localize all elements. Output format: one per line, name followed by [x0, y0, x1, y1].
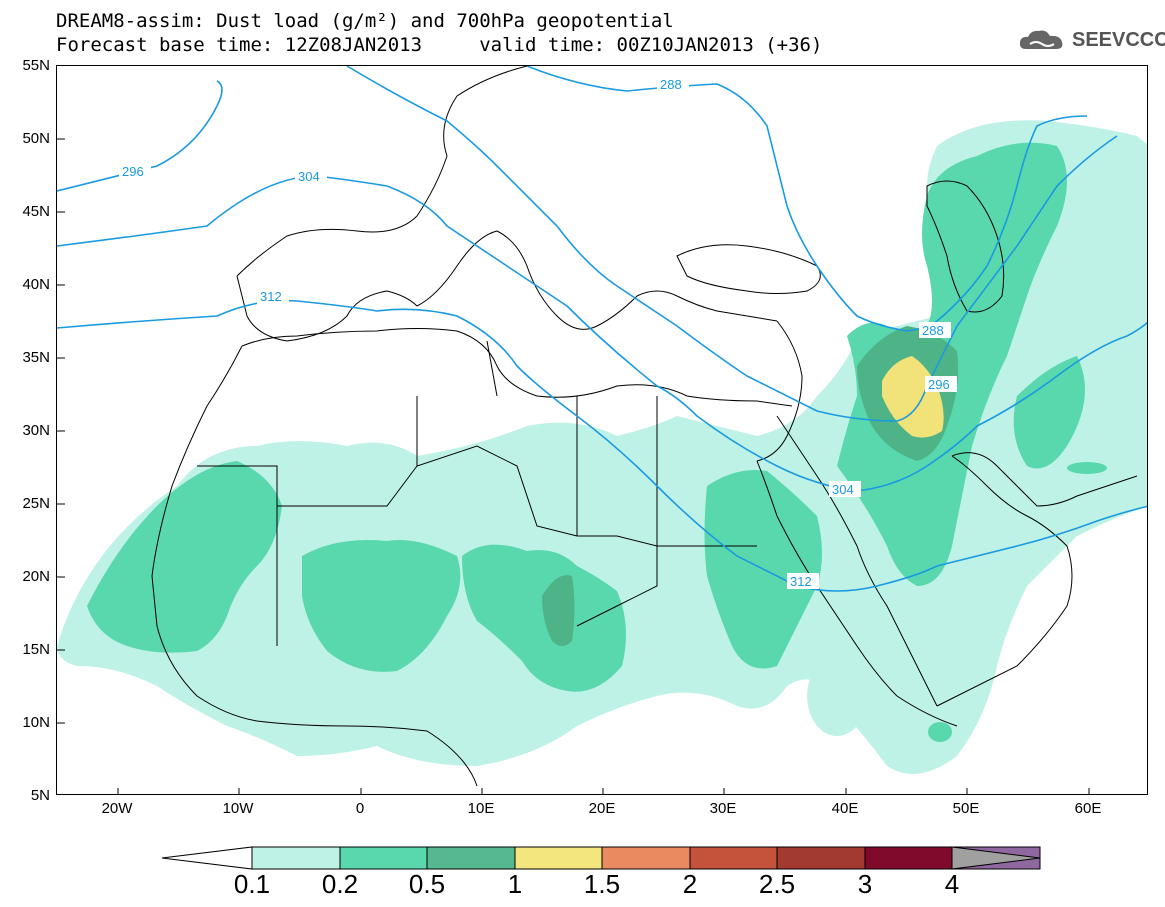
lon-label: 40E: [831, 800, 859, 817]
lon-label: 10W: [222, 800, 254, 817]
colorbar-label: 4: [944, 869, 960, 899]
contour-labels: 288 296 304 312 288 296 304 312: [119, 76, 957, 589]
colorbar-swatch: [689, 846, 778, 870]
lat-label: 50N: [22, 130, 50, 147]
colorbar-label: 2.5: [758, 869, 796, 899]
colorbar-swatch: [339, 846, 428, 870]
geopotential-contours: [57, 66, 1147, 592]
contour-label: 312: [790, 574, 812, 589]
contour-label: 304: [298, 169, 320, 184]
contour-label: 288: [922, 323, 944, 338]
colorbar-swatch: [776, 846, 866, 870]
cloud-icon: [1019, 30, 1063, 49]
lon-label: 10E: [467, 800, 495, 817]
contour-label: 304: [832, 482, 854, 497]
colorbar-label: 1.5: [583, 869, 621, 899]
lon-label: 50E: [952, 800, 980, 817]
colorbar-swatch: [251, 846, 341, 870]
colorbar-label: 2: [682, 869, 698, 899]
contour-288: [526, 66, 938, 332]
colorbar-swatch: [426, 846, 516, 870]
colorbar-label: 0.2: [321, 869, 359, 899]
lon-label: 30E: [709, 800, 737, 817]
colorbar-swatch: [601, 846, 691, 870]
map-title: DREAM8-assim: Dust load (g/m²) and 700hP…: [56, 10, 674, 32]
lat-label: 40N: [22, 276, 50, 293]
lat-label: 15N: [22, 641, 50, 658]
colorbar-label: 0.1: [233, 869, 271, 899]
forecast-time-subtitle: Forecast base time: 12Z08JAN2013 valid t…: [56, 34, 823, 56]
map-panel: 288 296 304 312 288 296 304 312: [56, 65, 1148, 795]
contour-304: [386, 185, 1147, 492]
lon-label: 60E: [1074, 800, 1102, 817]
contour-label: 296: [928, 377, 950, 392]
axis-ticks: [57, 138, 1090, 794]
colorbar-swatch: [864, 846, 953, 870]
lat-label: 30N: [22, 422, 50, 439]
lon-label: 20W: [101, 800, 133, 817]
contour-label: 296: [122, 164, 144, 179]
colorbar-swatch: [514, 846, 603, 870]
colorbar: [161, 846, 1041, 870]
contour-312: [57, 299, 1147, 592]
contour-label: 312: [260, 289, 282, 304]
colorbar-label: 0.5: [408, 869, 446, 899]
colorbar-high-triangle: [951, 846, 1041, 870]
logo-text: SEEVCCC: [1072, 28, 1165, 51]
lat-label: 5N: [30, 787, 50, 804]
colorbar-label: 1: [507, 869, 523, 899]
colorbar-label: 3: [857, 869, 873, 899]
contour-288-east: [936, 115, 1088, 322]
lat-label: 20N: [22, 568, 50, 585]
contour-label: 288: [660, 77, 682, 92]
lat-label: 45N: [22, 203, 50, 220]
lat-label: 10N: [22, 714, 50, 731]
lon-label: 0: [355, 800, 365, 817]
seevccc-logo: SEEVCCC: [1018, 26, 1165, 54]
map-canvas: 288 296 304 312 288 296 304 312: [57, 66, 1147, 794]
contour-296: [346, 66, 1118, 422]
contour-296-west: [57, 80, 223, 192]
lat-label: 35N: [22, 349, 50, 366]
lat-label: 55N: [22, 57, 50, 74]
coastlines: [151, 66, 1138, 787]
colorbar-low-triangle: [161, 846, 253, 870]
lon-label: 20E: [588, 800, 616, 817]
lat-label: 25N: [22, 495, 50, 512]
